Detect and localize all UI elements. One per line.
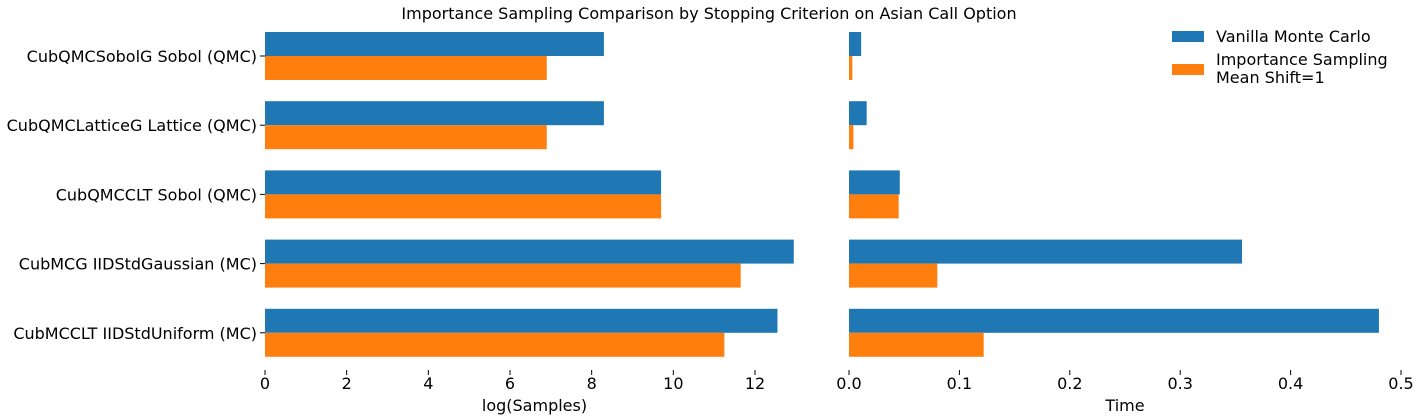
x-tick-label: 10: [663, 374, 683, 393]
panel-1: 0 2 4 6 8 10 12 log(Samples) CubQMCSobolG Sobol …: [7, 32, 794, 415]
bar-importance-p1-c1: [265, 56, 547, 80]
x-tick-label: 6: [505, 374, 515, 393]
x-tick-label: 12: [745, 374, 765, 393]
x-tick-label: 4: [423, 374, 433, 393]
bar-vanilla-p2-c3: [849, 170, 900, 195]
bar-importance-p2-c1: [849, 56, 853, 80]
bar-importance-p2-c3: [849, 194, 899, 219]
bar-importance-p1-c4: [265, 263, 741, 288]
bar-importance-p2-c5: [849, 332, 984, 357]
x-tick-label: 0.1: [947, 374, 972, 393]
bar-importance-p1-c2: [265, 125, 547, 150]
y-tick-label: CubMCCLT IIDStdUniform (MC): [13, 324, 257, 343]
y-tick-label: CubQMCCLT Sobol (QMC): [56, 185, 257, 204]
x-tick-label: 0.4: [1278, 374, 1303, 393]
bar-vanilla-p2-c5: [849, 308, 1379, 333]
y-tick-label: CubQMCSobolG Sobol (QMC): [27, 47, 257, 66]
bar-importance-p2-c4: [849, 263, 938, 288]
y-tick-label: CubQMCLatticeG Lattice (QMC): [7, 116, 257, 135]
bar-importance-p1-c5: [265, 332, 725, 357]
x-tick-label: 8: [587, 374, 597, 393]
bar-vanilla-p2-c1: [849, 32, 862, 56]
panel-2: 0.0 0.1 0.2 0.3 0.4 0.5 Time: [836, 32, 1414, 415]
chart-title: Importance Sampling Comparison by Stoppi…: [401, 4, 1016, 23]
legend: Vanilla Monte Carlo Importance Sampling Me…: [1172, 27, 1388, 87]
x-tick-label: 0.2: [1057, 374, 1082, 393]
x-axis-label: log(Samples): [482, 396, 587, 415]
legend-label-importance: Importance Sampling Mean Shift=1: [1216, 50, 1388, 87]
bar-vanilla-p1-c4: [265, 239, 794, 264]
plot-panels: 0 2 4 6 8 10 12 log(Samples) CubQMCSobolG Sobol …: [7, 32, 1414, 415]
bar-vanilla-p1-c5: [265, 308, 778, 333]
x-tick-label: 0: [260, 374, 270, 393]
x-tick-label: 0.0: [836, 374, 861, 393]
y-tick-label: CubMCG IIDStdGaussian (MC): [19, 255, 257, 274]
bar-vanilla-p2-c2: [849, 101, 867, 126]
legend-swatch-importance: [1172, 64, 1204, 75]
x-tick-label: 0.5: [1388, 374, 1413, 393]
bar-vanilla-p1-c1: [265, 32, 604, 56]
bar-vanilla-p1-c2: [265, 101, 604, 126]
bar-importance-p2-c2: [849, 125, 854, 150]
legend-label-vanilla: Vanilla Monte Carlo: [1216, 27, 1371, 46]
bar-vanilla-p2-c4: [849, 239, 1243, 264]
bar-vanilla-p1-c3: [265, 170, 662, 195]
legend-swatch-vanilla: [1172, 31, 1204, 42]
x-tick-label: 2: [342, 374, 352, 393]
x-tick-label: 0.3: [1167, 374, 1192, 393]
bar-importance-p1-c3: [265, 194, 662, 219]
x-axis-label: Time: [1104, 396, 1144, 415]
